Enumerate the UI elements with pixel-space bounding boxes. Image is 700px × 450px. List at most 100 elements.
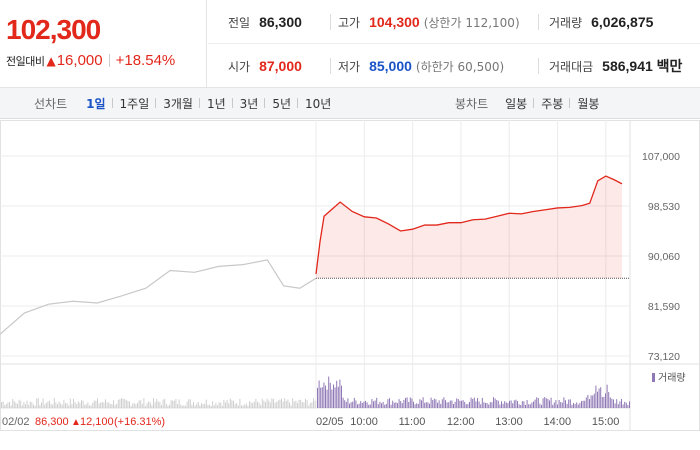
today-volume-bar [361, 402, 363, 408]
prev-volume-bar [289, 402, 290, 408]
today-volume-bar [608, 392, 610, 408]
period-tab-3m[interactable]: 3개월 [155, 95, 200, 112]
prev-volume-bar [85, 404, 87, 408]
period-tab-3y[interactable]: 3년 [231, 95, 266, 112]
today-volume-bar [520, 404, 522, 408]
today-volume-bar [625, 402, 627, 408]
prev-volume-bar [82, 400, 84, 408]
today-volume-bar [603, 396, 605, 408]
prev-volume-bar [311, 402, 313, 408]
change-amount: 16,000 [56, 52, 103, 69]
today-volume-bar [453, 404, 454, 408]
today-volume-bar [445, 400, 446, 408]
prev-volume-bar [178, 399, 180, 408]
today-volume-bar [497, 400, 499, 408]
chart-svg: 107,000 98,530 90,060 81,590 73,120 02/05 10:… [0, 120, 700, 431]
prev-volume-bar [285, 400, 287, 408]
prev-volume-bar [97, 398, 98, 408]
prev-volume-bar [34, 405, 36, 408]
prev-volume-bar [89, 405, 90, 408]
divider [538, 58, 539, 74]
candle-tab-weekly[interactable]: 주봉 [533, 95, 570, 112]
prev-volume-bar [204, 403, 206, 408]
trade-value-label: 거래대금 [549, 59, 594, 74]
candle-chart-title: 봉차트 [455, 97, 489, 111]
today-volume-bar [545, 398, 547, 408]
today-volume-bar [427, 402, 429, 408]
period-tab-10y[interactable]: 10년 [297, 95, 338, 112]
today-volume-bar [496, 400, 498, 408]
today-volume-bar [475, 401, 477, 408]
today-volume-bar [409, 397, 411, 408]
prev-volume-bar [77, 401, 79, 408]
today-volume-bar [587, 394, 589, 408]
divider [108, 54, 110, 67]
up-triangle-icon: ▲ [46, 53, 56, 68]
today-volume-bar [609, 397, 611, 408]
prev-volume-bar [186, 401, 188, 408]
prev-volume-bar [119, 399, 121, 408]
today-volume-bar [344, 400, 346, 408]
today-volume-bar [525, 404, 526, 408]
period-tab-5y[interactable]: 5년 [264, 95, 298, 112]
candle-tab-monthly[interactable]: 월봉 [569, 95, 606, 112]
prev-volume-bar [101, 402, 103, 408]
prev-volume-bar [293, 401, 295, 408]
prev-volume-bar [314, 400, 316, 408]
today-volume-bar [581, 401, 582, 408]
today-volume-bar [437, 402, 438, 408]
prev-volume-bar [177, 404, 178, 408]
prev-volume-bar [4, 405, 6, 408]
prev-volume-bar [156, 399, 158, 408]
today-volume-bar [539, 403, 541, 408]
today-volume-bar [413, 401, 414, 408]
today-volume-bar [555, 400, 557, 408]
prev-volume-bar [228, 403, 230, 408]
prev-day-rate: (+16.31%) [114, 416, 165, 428]
period-tab-1d[interactable]: 1일 [86, 97, 106, 111]
prev-volume-bar [108, 402, 110, 408]
current-price-box: 102,300 전일대비 ▲ 16,000 +18.54% [0, 0, 207, 88]
prev-volume-bar [225, 402, 226, 408]
prev-volume-bar [145, 405, 146, 408]
today-volume-bar [593, 393, 595, 408]
prev-volume-bar [276, 402, 278, 408]
prev-day-date: 02/02 [2, 416, 30, 428]
today-volume-bar [462, 400, 464, 408]
prev-volume-bar [127, 400, 129, 408]
prev-volume-bar [250, 402, 252, 408]
prev-close-value: 86,300 [259, 14, 302, 30]
prev-volume-bar [106, 402, 108, 408]
today-volume-bar [518, 404, 520, 408]
prev-volume-bar [281, 398, 282, 408]
today-volume-bar [381, 403, 382, 408]
prev-volume-bar [52, 404, 54, 408]
period-tab-1w[interactable]: 1주일 [111, 95, 157, 112]
prev-volume-bar [284, 398, 286, 408]
prev-volume-bar [9, 401, 10, 408]
today-volume-bar [425, 402, 427, 408]
today-volume-bar [353, 397, 355, 408]
today-volume-bar [491, 402, 493, 408]
today-volume-bar [334, 387, 336, 408]
today-volume-bar [347, 398, 349, 408]
prev-volume-bar [269, 402, 271, 408]
candle-tab-daily[interactable]: 일봉 [505, 97, 528, 111]
prev-volume-bar [191, 404, 193, 408]
period-tab-1y[interactable]: 1년 [198, 95, 233, 112]
today-volume-bar [590, 395, 592, 408]
prev-volume-bar [130, 405, 132, 408]
today-volume-bar [350, 402, 352, 408]
today-volume-bar [411, 398, 413, 408]
today-volume-bar [601, 396, 603, 408]
prev-volume-bar [153, 398, 154, 408]
prev-volume-bar [298, 399, 300, 408]
today-volume-bar [579, 402, 581, 408]
prev-volume-bar [213, 405, 215, 408]
today-volume-bar [328, 376, 330, 408]
today-volume-bar [582, 400, 584, 408]
today-volume-bar [585, 397, 587, 408]
today-volume-bar [371, 399, 373, 408]
prev-volume-bar [138, 400, 140, 408]
prev-volume-bar [202, 404, 204, 408]
